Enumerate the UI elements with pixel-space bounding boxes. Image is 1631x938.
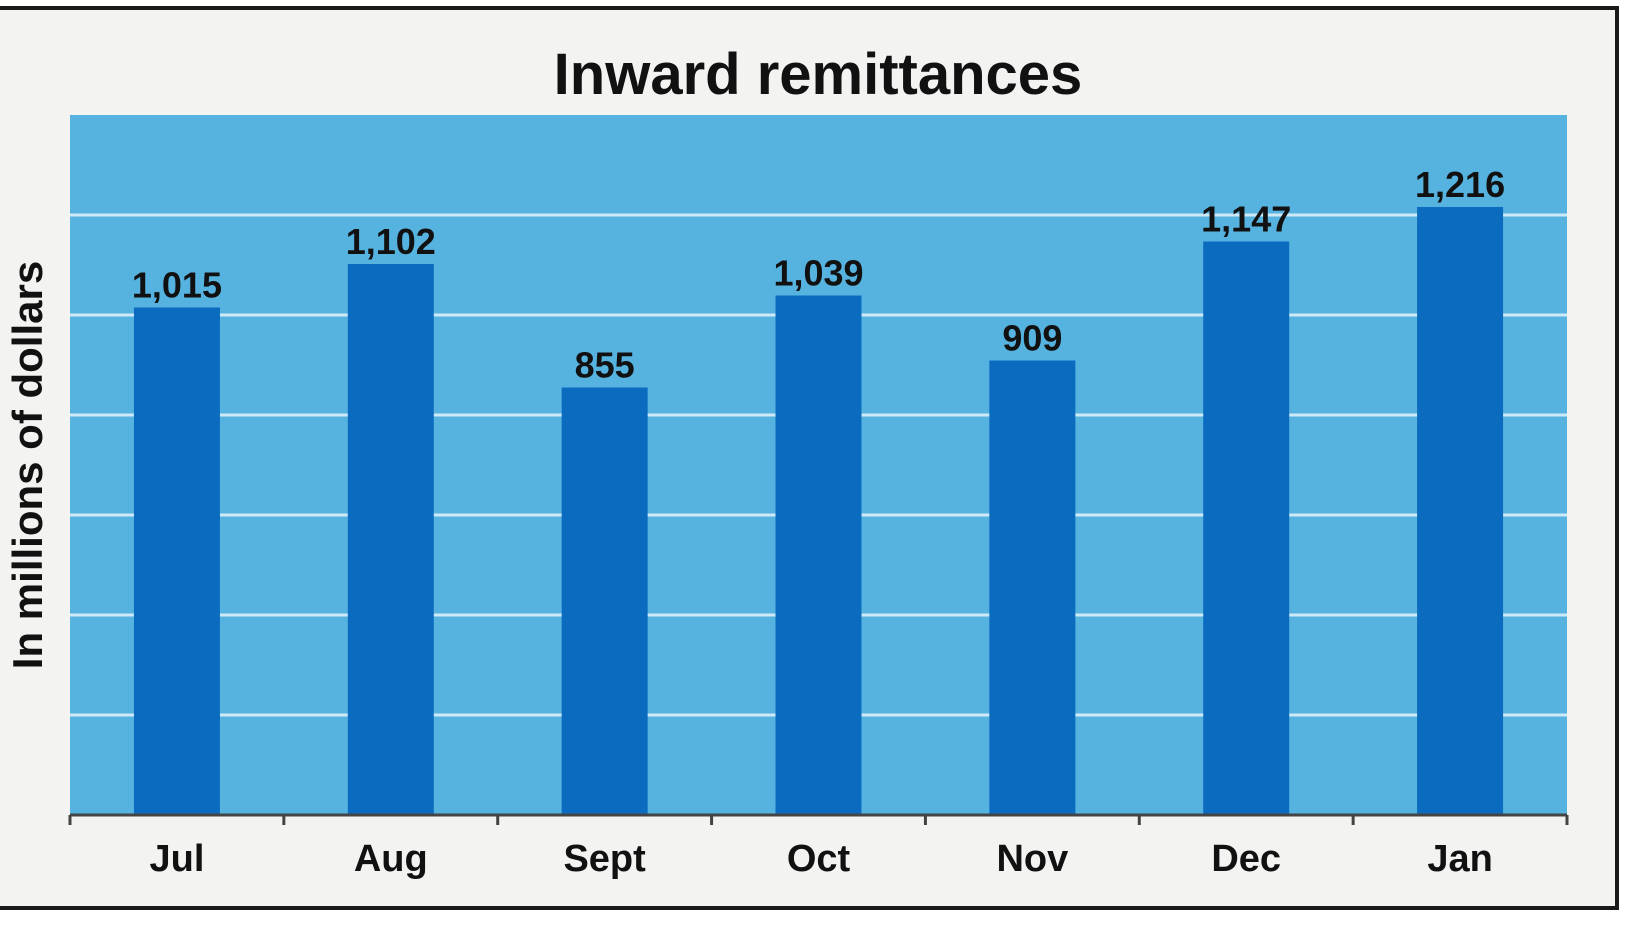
data-labels: 1,015 1,102 855 1,039 909 1,147 1,216 <box>132 164 1505 386</box>
data-label-aug: 1,102 <box>346 221 436 262</box>
y-axis-label: In millions of dollars <box>4 261 51 669</box>
data-label-jan: 1,216 <box>1415 164 1505 205</box>
bar-jul <box>133 307 220 815</box>
x-tick-label-jan: Jan <box>1427 838 1492 880</box>
bars <box>133 207 1504 815</box>
data-label-dec: 1,147 <box>1201 199 1291 240</box>
data-label-jul: 1,015 <box>132 265 222 306</box>
bar-dec <box>1203 241 1290 815</box>
bar-oct <box>775 295 862 815</box>
x-tick-label-aug: Aug <box>354 838 428 880</box>
data-label-oct: 1,039 <box>773 253 863 294</box>
x-tick-label-nov: Nov <box>996 838 1068 880</box>
data-label-sept: 855 <box>575 345 635 386</box>
x-tick-label-sept: Sept <box>563 838 646 880</box>
chart-title: Inward remittances <box>554 42 1083 107</box>
bar-jan <box>1417 207 1504 815</box>
x-tick-label-oct: Oct <box>787 838 851 880</box>
bar-nov <box>989 360 1076 815</box>
x-tick-label-dec: Dec <box>1211 838 1281 880</box>
bar-aug <box>347 264 434 815</box>
x-axis-ticks: Jul Aug Sept Oct Nov Dec Jan <box>68 815 1569 880</box>
data-label-nov: 909 <box>1002 318 1062 359</box>
x-tick-label-jul: Jul <box>149 838 204 880</box>
bar-sept <box>561 387 648 815</box>
